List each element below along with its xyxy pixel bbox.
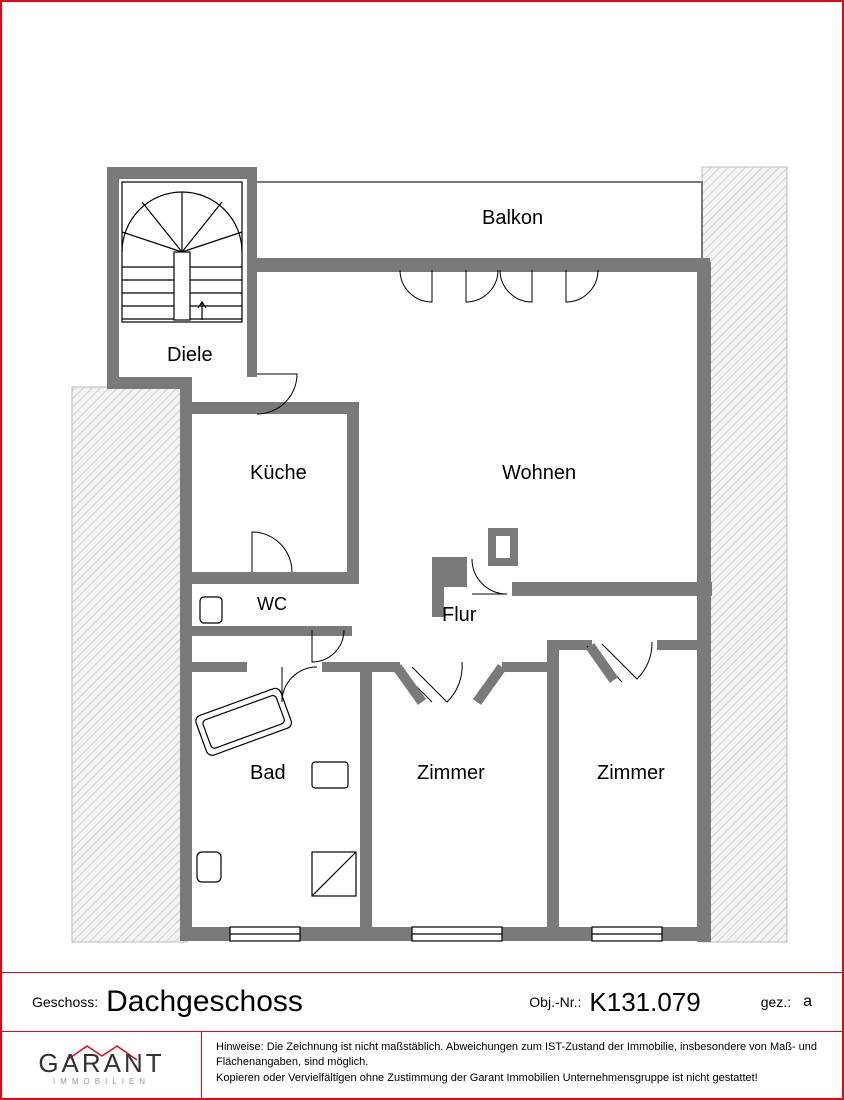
room-label-diele: Diele [167,344,213,367]
room-label-wc: WC [257,594,287,615]
floorplan-area: Balkon Diele Küche Wohnen WC Flur Bad Zi… [2,2,842,972]
footer: GARANT IMMOBILIEN Hinweise: Die Zeichnun… [2,1032,842,1098]
room-label-wohnen: Wohnen [502,462,576,485]
title-bar: Geschoss: Dachgeschoss Obj.-Nr.: K131.07… [2,972,842,1032]
geschoss-value: Dachgeschoss [106,985,303,1019]
hint-line-2: Kopieren oder Vervielfältigen ohne Zusti… [216,1072,758,1084]
hint-line-1: Die Zeichnung ist nicht maßstäblich. Abw… [216,1041,817,1068]
gez-label: gez.: [761,994,791,1010]
hint-label: Hinweise: [216,1041,264,1053]
room-label-bad: Bad [250,762,286,785]
room-label-zimmer2: Zimmer [597,762,665,785]
hints: Hinweise: Die Zeichnung ist nicht maßstä… [202,1032,842,1098]
room-label-zimmer1: Zimmer [417,762,485,785]
logo-text: GARANT [38,1048,164,1079]
geschoss-label: Geschoss: [32,994,98,1010]
page: Balkon Diele Küche Wohnen WC Flur Bad Zi… [0,0,844,1100]
obj-value: K131.079 [589,987,700,1018]
room-label-balkon: Balkon [482,207,543,230]
obj-label: Obj.-Nr.: [529,994,581,1010]
floorplan-svg [2,2,844,972]
gez-value: a [803,993,812,1011]
logo: GARANT IMMOBILIEN [2,1032,202,1098]
room-label-flur: Flur [442,604,476,627]
room-label-kueche: Küche [250,462,307,485]
